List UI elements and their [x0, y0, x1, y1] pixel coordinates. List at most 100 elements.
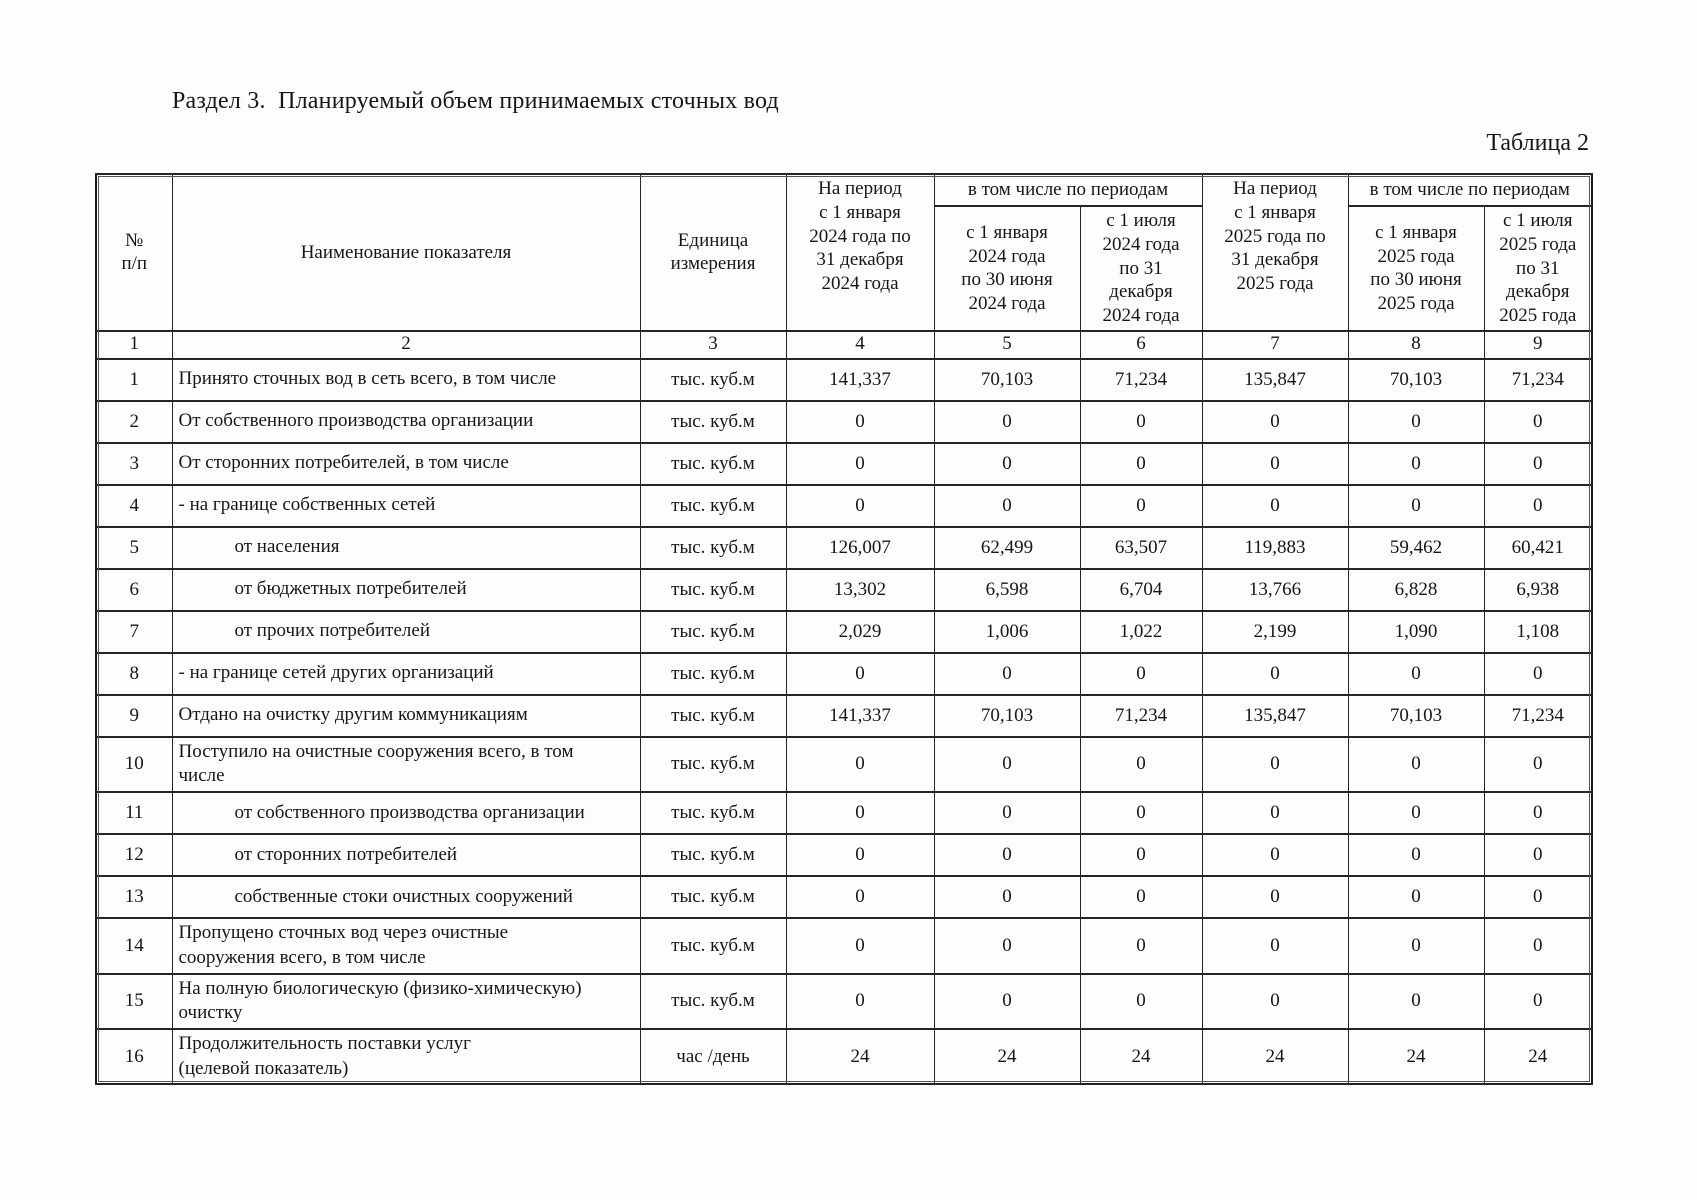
value-cell: 24 [1079, 1027, 1203, 1086]
value-cell: 0 [933, 483, 1081, 528]
value-cell: 141,337 [785, 693, 935, 738]
value-cell: 59,462 [1347, 525, 1485, 570]
value-cell: 141,337 [785, 357, 935, 402]
value-cell: 0 [1347, 972, 1485, 1030]
value-cell: 0 [1347, 875, 1485, 920]
value-cell: 0 [1483, 651, 1593, 696]
table-row: 8 - на границе сетей других организаций … [95, 651, 1593, 696]
value-cell: 0 [1201, 441, 1349, 486]
table-row: 11 от собственного производства организа… [95, 791, 1593, 836]
value-cell: 0 [1079, 441, 1203, 486]
table-row: 3 От сторонних потребителей, в том числе… [95, 441, 1593, 486]
unit-cell: тыс. куб.м [639, 875, 787, 920]
value-cell: 0 [933, 917, 1081, 975]
table-row: 9 Отдано на очистку другим коммуникациям… [95, 693, 1593, 738]
table-row: 15 На полную биологическую (физико-химич… [95, 972, 1593, 1030]
value-cell: 0 [933, 651, 1081, 696]
column-index-8: 8 [1347, 329, 1485, 360]
value-cell: 1,090 [1347, 609, 1485, 654]
value-cell: 0 [933, 875, 1081, 920]
indicator-name-cell: от собственного производства организации [171, 791, 641, 836]
value-cell: 0 [1483, 399, 1593, 444]
column-index-3: 3 [639, 329, 787, 360]
value-cell: 1,006 [933, 609, 1081, 654]
value-cell: 0 [1483, 441, 1593, 486]
value-cell: 0 [1347, 917, 1485, 975]
header-period-2025: На период с 1 января 2025 года по 31 дек… [1201, 173, 1349, 332]
value-cell: 0 [1347, 791, 1485, 836]
column-index-1: 1 [95, 329, 173, 360]
indicator-name-cell: от прочих потребителей [171, 609, 641, 654]
table-header: № п/п Наименование показателя Единица из… [95, 173, 1593, 360]
value-cell: 119,883 [1201, 525, 1349, 570]
value-cell: 0 [1483, 875, 1593, 920]
header-subperiod-2025-h1: с 1 января 2025 года по 30 июня 2025 год… [1347, 205, 1485, 332]
value-cell: 0 [1483, 917, 1593, 975]
row-number-cell: 7 [95, 609, 173, 654]
value-cell: 0 [1483, 791, 1593, 836]
unit-cell: тыс. куб.м [639, 567, 787, 612]
value-cell: 13,302 [785, 567, 935, 612]
value-cell: 0 [1347, 833, 1485, 878]
row-number-cell: 11 [95, 791, 173, 836]
value-cell: 0 [1079, 399, 1203, 444]
value-cell: 0 [933, 833, 1081, 878]
row-number-cell: 3 [95, 441, 173, 486]
header-subperiod-2025-h2: с 1 июля 2025 года по 31 декабря 2025 го… [1483, 205, 1593, 332]
value-cell: 0 [1201, 735, 1349, 794]
value-cell: 0 [785, 399, 935, 444]
unit-cell: тыс. куб.м [639, 357, 787, 402]
value-cell: 126,007 [785, 525, 935, 570]
value-cell: 0 [785, 875, 935, 920]
header-period-2024: На период с 1 января 2024 года по 31 дек… [785, 173, 935, 332]
value-cell: 2,199 [1201, 609, 1349, 654]
unit-cell: тыс. куб.м [639, 441, 787, 486]
value-cell: 1,108 [1483, 609, 1593, 654]
value-cell: 0 [785, 791, 935, 836]
unit-cell: тыс. куб.м [639, 525, 787, 570]
planned-wastewater-table: № п/п Наименование показателя Единица из… [95, 173, 1593, 1086]
value-cell: 0 [1483, 972, 1593, 1030]
table-row: 10 Поступило на очистные сооружения всег… [95, 735, 1593, 794]
value-cell: 0 [1079, 875, 1203, 920]
value-cell: 6,704 [1079, 567, 1203, 612]
value-cell: 0 [1201, 399, 1349, 444]
value-cell: 24 [1483, 1027, 1593, 1086]
value-cell: 71,234 [1483, 357, 1593, 402]
value-cell: 2,029 [785, 609, 935, 654]
indicator-name-cell: Принято сточных вод в сеть всего, в том … [171, 357, 641, 402]
indicator-name-cell: - на границе собственных сетей [171, 483, 641, 528]
value-cell: 0 [933, 972, 1081, 1030]
indicator-name-cell: Поступило на очистные сооружения всего, … [171, 735, 641, 794]
value-cell: 0 [1347, 399, 1485, 444]
value-cell: 70,103 [1347, 693, 1485, 738]
header-subperiod-2024-h1: с 1 января 2024 года по 30 июня 2024 год… [933, 205, 1081, 332]
value-cell: 71,234 [1079, 357, 1203, 402]
section-title: Раздел 3. Планируемый объем принимаемых … [172, 88, 779, 114]
value-cell: 0 [1079, 917, 1203, 975]
value-cell: 63,507 [1079, 525, 1203, 570]
unit-cell: тыс. куб.м [639, 693, 787, 738]
value-cell: 0 [1201, 833, 1349, 878]
table-row: 7 от прочих потребителей тыс. куб.м 2,02… [95, 609, 1593, 654]
value-cell: 0 [785, 833, 935, 878]
value-cell: 0 [1201, 875, 1349, 920]
indicator-name-cell: от бюджетных потребителей [171, 567, 641, 612]
unit-cell: тыс. куб.м [639, 833, 787, 878]
unit-cell: тыс. куб.м [639, 651, 787, 696]
value-cell: 0 [1201, 791, 1349, 836]
value-cell: 0 [785, 972, 935, 1030]
value-cell: 0 [1201, 483, 1349, 528]
row-number-cell: 15 [95, 972, 173, 1030]
column-index-5: 5 [933, 329, 1081, 360]
column-index-9: 9 [1483, 329, 1593, 360]
header-unit: Единица измерения [639, 173, 787, 332]
value-cell: 0 [1201, 917, 1349, 975]
value-cell: 13,766 [1201, 567, 1349, 612]
value-cell: 0 [1201, 972, 1349, 1030]
value-cell: 6,598 [933, 567, 1081, 612]
value-cell: 62,499 [933, 525, 1081, 570]
value-cell: 0 [1347, 483, 1485, 528]
value-cell: 1,022 [1079, 609, 1203, 654]
unit-cell: тыс. куб.м [639, 483, 787, 528]
